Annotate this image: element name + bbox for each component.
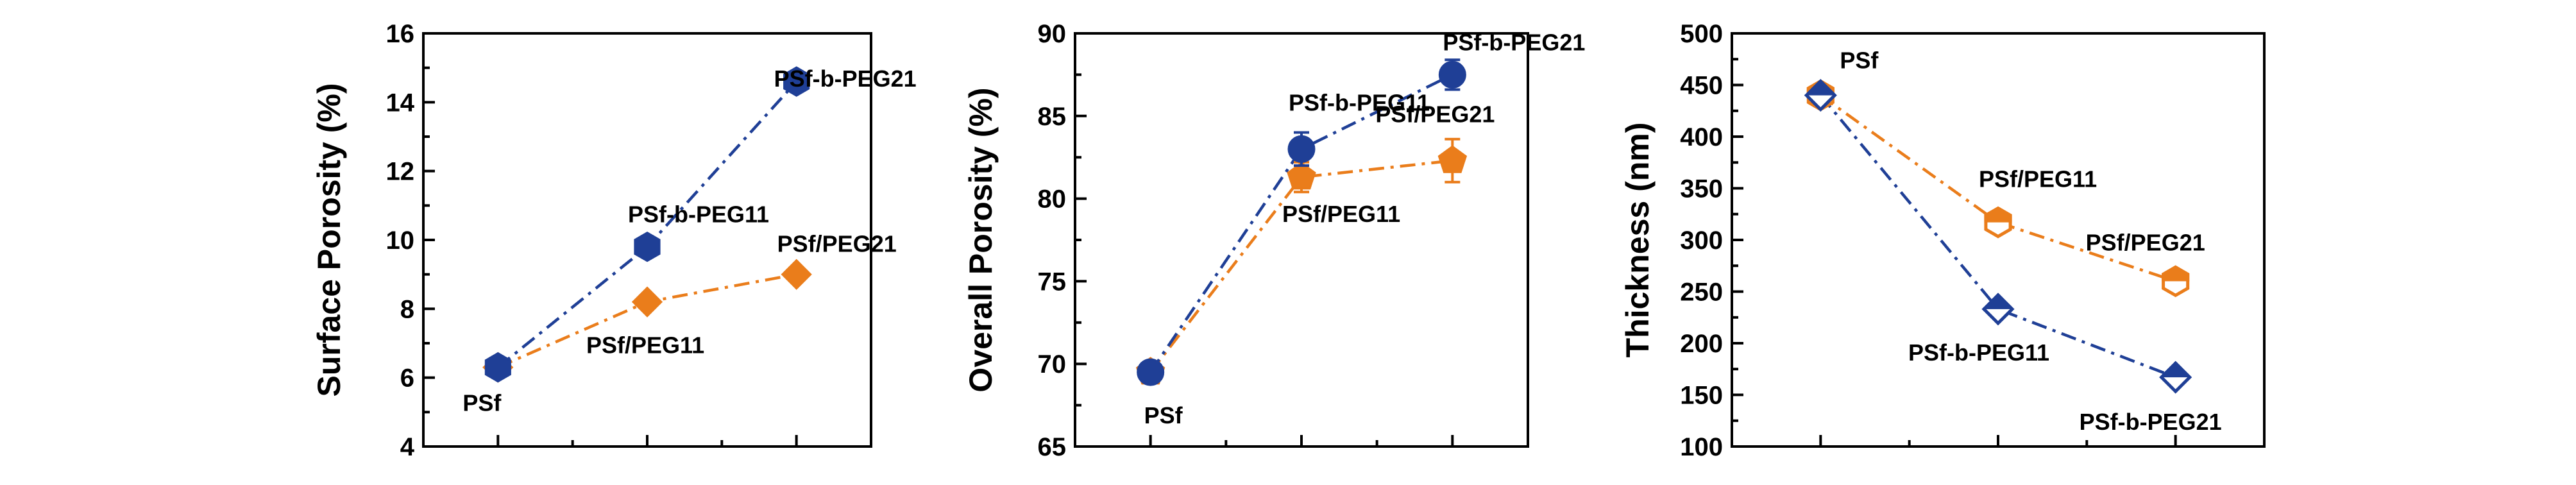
y-tick-label: 250 bbox=[1680, 278, 1723, 307]
x-ticks bbox=[1731, 435, 2266, 447]
data-point-orange bbox=[1437, 145, 1468, 173]
point-label: PSf/PEG11 bbox=[586, 332, 704, 359]
y-ticks: 100 150 200 250 300 350 400 450 500 bbox=[1680, 20, 1743, 461]
y-tick-label: 16 bbox=[386, 20, 415, 48]
point-label: PSf-b-PEG21 bbox=[1443, 29, 1585, 55]
y-tick-label: 70 bbox=[1038, 350, 1067, 379]
series-line-orange bbox=[1149, 159, 1453, 373]
data-point-orange bbox=[1984, 206, 2012, 239]
point-label: PSf/PEG21 bbox=[1375, 101, 1495, 127]
annotation-group: PSf PSf-b-PEG11 PSf/PEG11 PSf-b-PEG21 PSf/PE… bbox=[1144, 29, 1586, 429]
y-tick-label: 500 bbox=[1680, 20, 1723, 48]
y-tick-label: 90 bbox=[1038, 20, 1067, 48]
series-group bbox=[1804, 79, 2192, 394]
data-point-blue bbox=[1804, 79, 1837, 112]
series-line-orange bbox=[1820, 94, 2176, 283]
data-point-blue bbox=[1137, 358, 1165, 386]
y-tick-label: 200 bbox=[1680, 330, 1723, 358]
point-label: PSf-b-PEG21 bbox=[774, 65, 917, 92]
y-tick-label: 8 bbox=[400, 295, 414, 323]
data-point-blue bbox=[783, 66, 810, 97]
data-point-blue bbox=[634, 231, 661, 262]
y-tick-label: 80 bbox=[1038, 185, 1067, 214]
y-ticks: 65 70 75 80 85 90 bbox=[1038, 20, 1087, 461]
y-ticks: 4 6 8 10 12 14 16 bbox=[386, 20, 435, 461]
point-label: PSf bbox=[462, 390, 502, 416]
point-label: PSf bbox=[1144, 402, 1183, 429]
data-point-orange bbox=[631, 286, 663, 318]
point-label: PSf/PEG21 bbox=[2086, 229, 2205, 255]
x-ticks bbox=[1074, 435, 1529, 447]
y-tick-label: 6 bbox=[400, 364, 414, 393]
data-point-orange bbox=[2162, 265, 2190, 298]
data-point-orange bbox=[781, 259, 812, 290]
data-point-blue bbox=[1438, 60, 1466, 89]
data-point-orange bbox=[1287, 162, 1316, 190]
y-tick-label: 12 bbox=[386, 158, 415, 186]
panel-thickness: 100 150 200 250 300 350 400 450 500 Thickness (n… bbox=[1620, 20, 2266, 461]
annotation-group: PSf PSf-b-PEG11 PSf/PEG11 PSf-b-PEG21 PSf/PE… bbox=[462, 65, 916, 416]
y-axis-title: Thickness (nm) bbox=[1620, 123, 1656, 358]
point-label: PSf/PEG11 bbox=[1979, 166, 2097, 192]
series-line-blue bbox=[1149, 73, 1453, 373]
data-point-blue bbox=[1287, 135, 1316, 163]
y-tick-label: 300 bbox=[1680, 226, 1723, 255]
y-tick-label: 75 bbox=[1038, 268, 1067, 296]
y-tick-label: 350 bbox=[1680, 175, 1723, 203]
point-label: PSf/PEG21 bbox=[777, 231, 897, 257]
y-tick-label: 4 bbox=[400, 433, 415, 461]
y-tick-label: 100 bbox=[1680, 433, 1723, 461]
y-tick-label: 400 bbox=[1680, 123, 1723, 151]
y-tick-label: 10 bbox=[386, 226, 415, 255]
data-point-blue bbox=[2159, 361, 2192, 394]
point-label: PSf/PEG11 bbox=[1282, 201, 1400, 227]
y-tick-label: 85 bbox=[1038, 103, 1067, 131]
y-axis-title: Surface Porosity (%) bbox=[311, 83, 347, 396]
point-label: PSf-b-PEG11 bbox=[628, 201, 769, 228]
panel-surface-porosity: 4 6 8 10 12 14 16 Surface Porosity (%) PSf PSf-… bbox=[311, 20, 917, 461]
y-tick-label: 450 bbox=[1680, 72, 1723, 100]
series-group bbox=[482, 66, 812, 383]
series-group bbox=[1135, 58, 1468, 386]
y-tick-label: 65 bbox=[1038, 433, 1067, 461]
point-label: PSf-b-PEG21 bbox=[2080, 409, 2222, 435]
y-tick-label: 14 bbox=[386, 89, 415, 117]
annotation-group: PSf PSf/PEG11 PSf/PEG21 PSf-b-PEG11 PSf-b-PE… bbox=[1840, 47, 2221, 436]
point-label: PSf bbox=[1840, 47, 1879, 74]
point-label: PSf-b-PEG11 bbox=[1289, 89, 1430, 115]
data-point-blue bbox=[1981, 293, 2015, 326]
point-label: PSf-b-PEG11 bbox=[1908, 339, 2049, 366]
data-point-blue bbox=[484, 352, 511, 383]
y-axis-title: Overall Porosity (%) bbox=[963, 87, 999, 392]
y-tick-label: 150 bbox=[1680, 382, 1723, 410]
x-ticks bbox=[422, 435, 872, 447]
